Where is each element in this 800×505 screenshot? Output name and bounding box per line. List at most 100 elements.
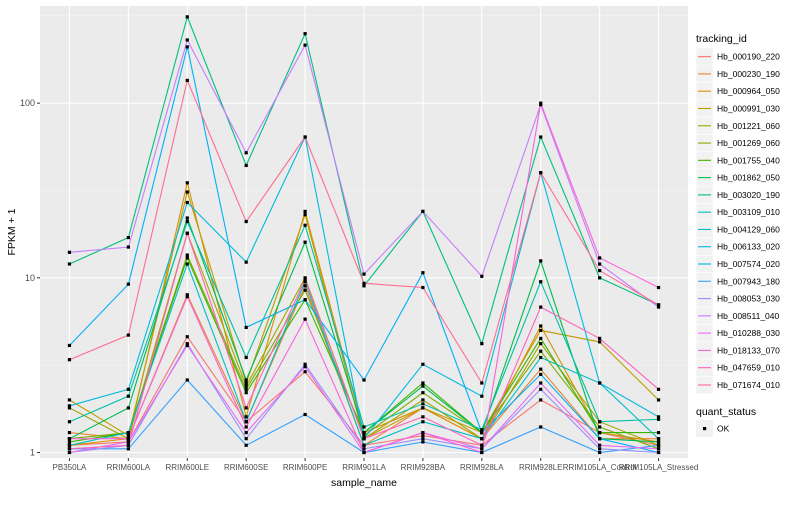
data-point [244, 151, 248, 155]
data-point [421, 381, 425, 385]
legend-shape-marker [703, 427, 707, 431]
data-point [656, 387, 661, 391]
data-point [421, 402, 425, 406]
legend-label: Hb_003109_010 [717, 207, 780, 217]
data-point [539, 398, 543, 402]
data-point [67, 343, 72, 348]
data-point [362, 447, 366, 451]
data-point [185, 295, 189, 299]
data-point [480, 274, 484, 278]
data-point [126, 430, 130, 435]
data-point [539, 342, 543, 346]
data-point [598, 340, 602, 344]
data-point [244, 387, 248, 391]
data-point [126, 443, 130, 447]
data-point [303, 284, 307, 288]
data-point [656, 447, 661, 451]
data-point [539, 324, 543, 328]
x-tick-label: RRIM105LA_Control [563, 463, 637, 472]
data-point [480, 428, 484, 432]
legend-label: Hb_001755_040 [717, 155, 780, 165]
legend-label: Hb_003020_190 [717, 190, 780, 200]
data-point [185, 78, 189, 83]
data-point [244, 355, 248, 360]
data-point [539, 171, 543, 175]
x-tick-label: RRIM928LA [460, 463, 504, 472]
data-point [185, 231, 189, 235]
x-tick-label: RRIM928BA [401, 463, 446, 472]
data-point [67, 447, 72, 451]
data-point [656, 303, 661, 307]
data-point [244, 384, 248, 388]
x-tick-label: RRIM928LE [519, 463, 563, 472]
data-point [244, 325, 248, 330]
data-point [303, 135, 307, 139]
y-axis-title: FPKM + 1 [6, 208, 18, 255]
data-point [480, 450, 484, 455]
data-point [421, 384, 425, 388]
data-point [539, 328, 543, 333]
data-point [656, 285, 661, 290]
data-point [185, 335, 189, 339]
data-point [421, 430, 425, 435]
x-tick-label: PB350LA [53, 463, 87, 472]
data-point [244, 381, 248, 385]
legend-label: Hb_001269_060 [717, 138, 780, 148]
legend-label: Hb_004129_060 [717, 224, 780, 234]
legend-label: Hb_010288_030 [717, 328, 780, 338]
y-tick-label: 10 [25, 273, 35, 283]
data-point [480, 447, 484, 451]
data-point [244, 406, 248, 410]
legend-label: Hb_007574_020 [717, 259, 780, 269]
legend-label: Hb_001221_060 [717, 121, 780, 131]
data-point [126, 235, 130, 240]
legend-label: Hb_000991_030 [717, 103, 780, 113]
data-point [67, 398, 72, 402]
data-point [303, 412, 307, 417]
data-point [539, 349, 543, 353]
data-point [598, 269, 602, 273]
data-point [362, 437, 366, 441]
data-point [598, 336, 602, 341]
data-point [67, 250, 72, 254]
data-point [598, 420, 602, 424]
y-tick-label: 100 [20, 98, 35, 108]
data-point [656, 440, 661, 444]
data-point [480, 443, 484, 447]
legend-label: Hb_047659_010 [717, 363, 780, 373]
data-point [244, 443, 248, 447]
data-point [244, 437, 248, 441]
data-point [362, 433, 366, 438]
data-point [539, 305, 543, 309]
data-point [303, 209, 307, 214]
data-point [598, 425, 602, 429]
x-tick-label: RRIM600SE [224, 463, 268, 472]
data-point [126, 387, 130, 391]
data-point [656, 417, 661, 421]
data-point [598, 437, 602, 441]
data-point [598, 381, 602, 385]
data-point [421, 420, 425, 424]
x-tick-label: RRIM901LA [342, 463, 386, 472]
legend-label: Hb_008053_030 [717, 294, 780, 304]
data-point [598, 262, 602, 266]
data-point [303, 370, 307, 374]
data-point [421, 398, 425, 402]
data-point [303, 280, 307, 284]
data-point [244, 420, 248, 424]
data-point [362, 425, 366, 429]
x-tick-label: RRIM105LA_Stressed [619, 463, 699, 472]
legend-shape-label: OK [717, 424, 730, 434]
legend-label: Hb_018133_070 [717, 345, 780, 355]
legend-label: Hb_000230_190 [717, 69, 780, 79]
data-point [421, 285, 425, 290]
data-point [126, 333, 130, 337]
data-point [539, 425, 543, 429]
data-point [480, 437, 484, 441]
data-point [303, 240, 307, 244]
data-point [421, 271, 425, 275]
data-point [67, 404, 72, 408]
x-tick-label: RRIM600LA [107, 463, 151, 472]
data-point [67, 440, 72, 444]
